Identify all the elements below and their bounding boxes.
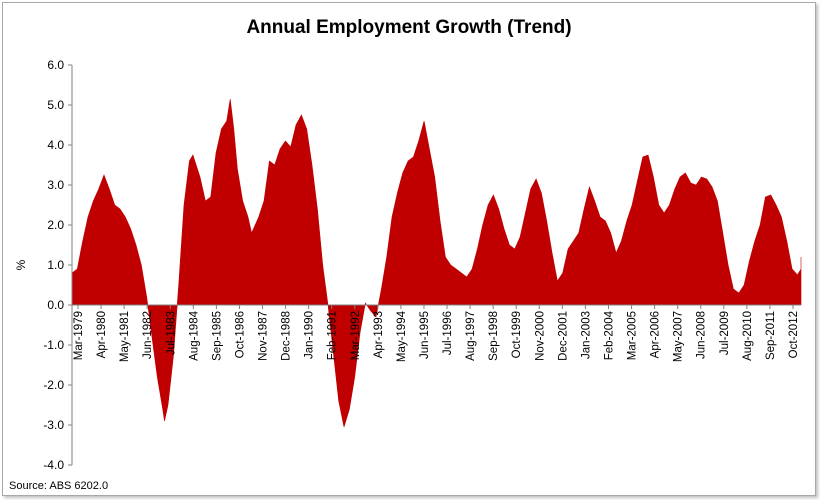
y-axis-label: % xyxy=(14,259,28,270)
employment-growth-chart: Annual Employment Growth (Trend) % 6.0 5.… xyxy=(9,17,802,492)
x-axis-ticks: Mar-1979 Apr-1980 May-1981 Jun-1982 Jul-1983… xyxy=(73,305,800,362)
x-tick-label: Oct-1986 xyxy=(235,311,247,358)
x-tick-label: Jan-1990 xyxy=(304,311,316,359)
y-tick-label: -4.0 xyxy=(43,458,64,472)
x-tick-label: Mar-1979 xyxy=(73,311,85,360)
chart-title: Annual Employment Growth (Trend) xyxy=(246,17,571,38)
x-tick-label: Sep-1998 xyxy=(488,311,500,361)
x-tick-label: Jul-2009 xyxy=(719,311,731,355)
y-tick-label: -2.0 xyxy=(43,378,64,392)
x-tick-label: May-1994 xyxy=(396,310,408,362)
y-tick-label: 0.0 xyxy=(47,298,64,312)
x-tick-label: Nov-1987 xyxy=(258,311,270,361)
x-tick-label: Jan-2003 xyxy=(580,311,592,359)
x-tick-label: May-2007 xyxy=(673,311,685,362)
x-tick-label: Mar-1992 xyxy=(350,311,362,360)
x-tick-label: Oct-2012 xyxy=(788,311,800,358)
x-tick-label: Aug-2010 xyxy=(742,311,754,361)
x-tick-label: Apr-2006 xyxy=(650,311,662,358)
x-tick-label: Aug-1984 xyxy=(188,310,200,360)
x-tick-label: Dec-2001 xyxy=(557,311,569,361)
y-tick-label: 5.0 xyxy=(47,98,64,112)
x-tick-label: Jul-1983 xyxy=(165,311,177,355)
y-tick-label: 3.0 xyxy=(47,178,64,192)
x-tick-label: May-1981 xyxy=(119,311,131,362)
plot-area xyxy=(71,65,802,465)
x-tick-label: Sep-1985 xyxy=(211,311,223,361)
source-note: Source: ABS 6202.0 xyxy=(9,480,108,492)
x-tick-label: Feb-1991 xyxy=(327,311,339,360)
x-tick-label: Dec-1988 xyxy=(281,311,293,361)
y-tick-label: 4.0 xyxy=(47,138,64,152)
employment-growth-area xyxy=(71,98,802,428)
x-tick-label: Apr-1993 xyxy=(373,311,385,358)
y-tick-label: 6.0 xyxy=(47,58,64,72)
y-tick-label: -3.0 xyxy=(43,418,64,432)
y-tick-label: -1.0 xyxy=(43,338,64,352)
x-tick-label: Feb-2004 xyxy=(604,310,616,360)
x-tick-label: Jun-2008 xyxy=(696,311,708,359)
x-tick-label: Sep-2011 xyxy=(765,311,777,360)
y-tick-label: 1.0 xyxy=(47,258,64,272)
x-tick-label: Jun-1982 xyxy=(142,311,154,359)
x-tick-label: Jul-1996 xyxy=(442,311,454,355)
x-tick-label: Apr-1980 xyxy=(96,311,108,358)
x-tick-label: Oct-1999 xyxy=(511,311,523,358)
x-tick-label: Nov-2000 xyxy=(534,311,546,361)
x-tick-label: Jun-1995 xyxy=(419,311,431,359)
x-tick-label: Aug-1997 xyxy=(465,311,477,361)
y-tick-label: 2.0 xyxy=(47,218,64,232)
y-axis-ticks: 6.0 5.0 4.0 3.0 2.0 1.0 0.0 -1.0 -2.0 -3.0 -4.0 xyxy=(43,58,72,472)
x-tick-label: Mar-2005 xyxy=(627,311,639,360)
